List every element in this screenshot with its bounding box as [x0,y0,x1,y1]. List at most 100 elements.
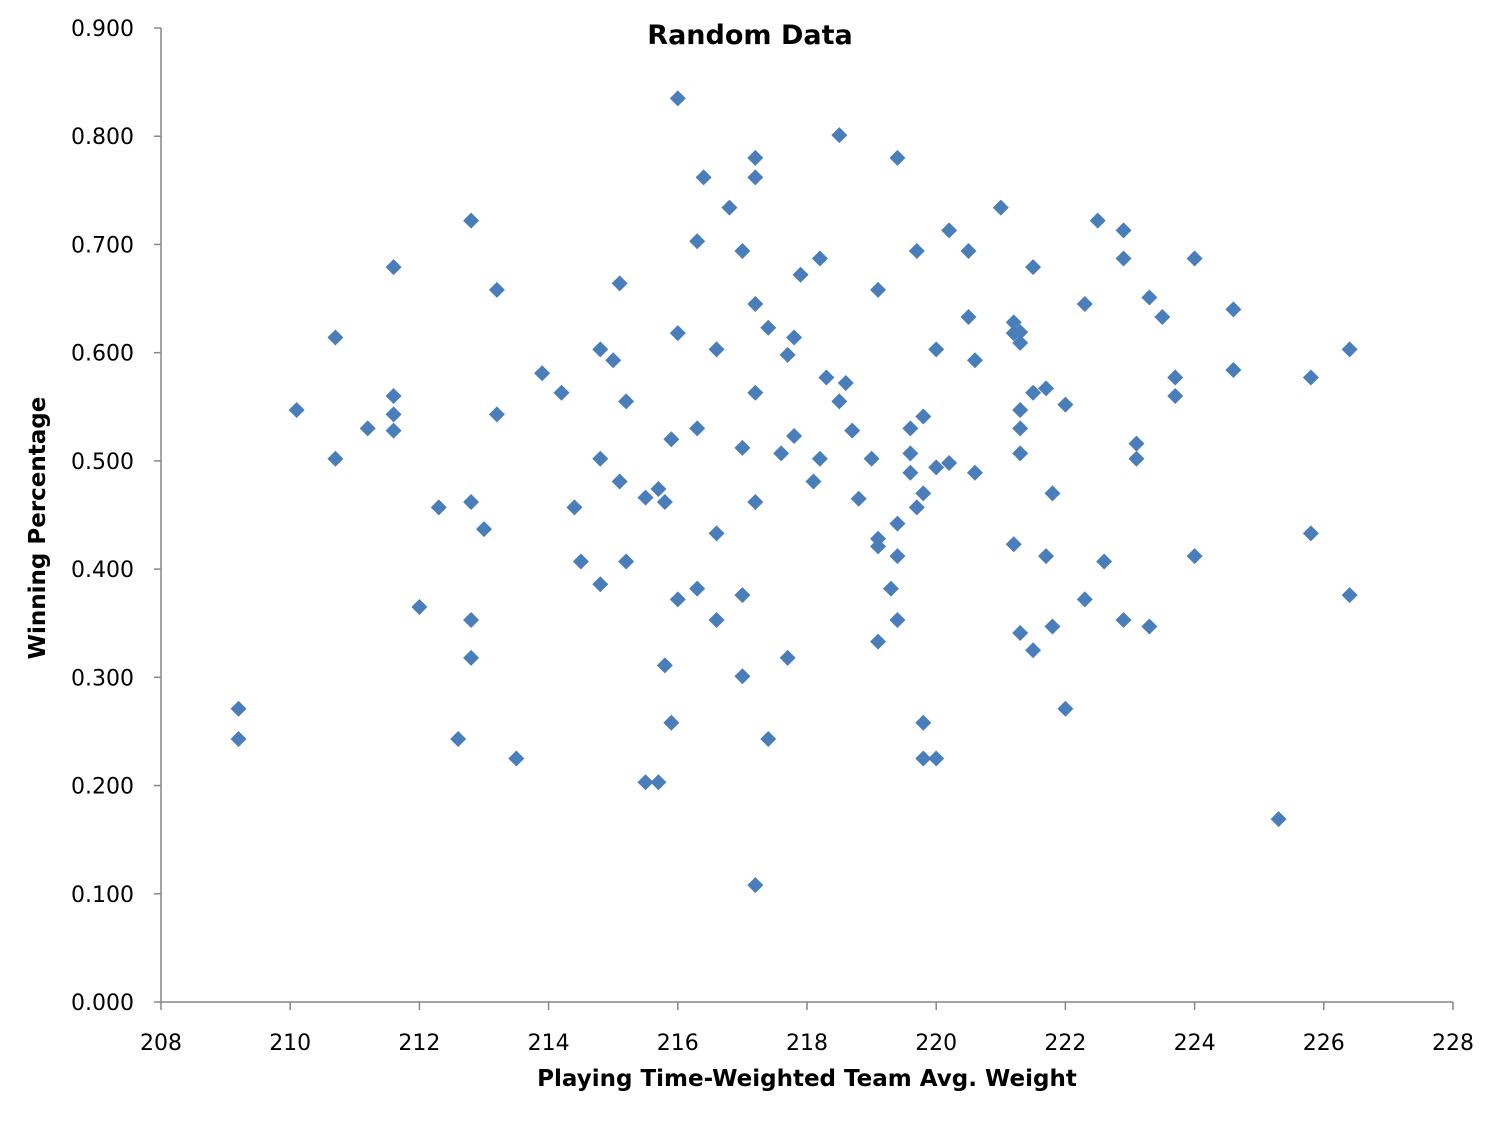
data-point-marker [1044,485,1061,502]
data-point-marker [663,431,680,448]
y-tick-label: 0.100 [71,883,134,908]
x-tick-label: 216 [657,1031,699,1056]
data-point-marker [915,750,932,767]
data-point-marker [1025,642,1042,659]
data-point-marker [430,499,447,516]
y-tick-label: 0.200 [71,775,134,800]
data-point-marker [1012,334,1029,351]
x-tick-label: 226 [1303,1031,1345,1056]
data-point-marker [689,233,706,250]
data-point-marker [230,731,247,748]
data-point-marker [1012,324,1029,341]
data-point-marker [695,169,712,186]
data-point-marker [928,750,945,767]
data-point-marker [889,548,906,565]
data-point-marker [1167,387,1184,404]
data-point-marker [385,406,402,423]
data-point-marker [327,329,344,346]
data-point-marker [476,521,492,538]
data-point-marker [1128,435,1145,452]
data-point-marker [902,445,919,462]
data-point-marker [915,408,932,425]
data-point-marker [908,242,925,259]
data-point-marker [747,169,764,186]
data-point-marker [747,877,764,894]
data-point-marker [902,464,919,481]
data-point-marker [1012,445,1029,462]
data-point-marker [889,149,906,166]
data-point-marker [1186,548,1203,565]
data-point-marker [786,329,803,346]
data-point-marker [637,489,654,506]
data-point-marker [566,499,583,516]
data-point-marker [779,346,796,363]
x-tick-label: 210 [269,1031,311,1056]
data-point-marker [1341,341,1358,358]
y-tick-label: 0.900 [71,17,134,42]
data-point-marker [463,649,480,666]
y-axis-label: Winning Percentage [25,396,51,660]
data-point-marker [1076,591,1093,608]
data-point-marker [385,422,402,439]
y-tick-label: 0.000 [71,991,134,1016]
data-point-marker [734,242,751,259]
data-point-marker [941,455,958,472]
data-point-marker [941,222,958,239]
data-point-marker [1270,811,1287,828]
axes: 0.000 0.100 0.200 0.300 0.400 0.500 0.600 0.700… [71,17,1474,1056]
data-point-marker [1141,289,1158,306]
data-point-marker [1012,624,1029,641]
data-point-marker [592,341,609,358]
data-point-marker [915,485,932,502]
y-tick-label: 0.300 [71,666,134,691]
data-point-marker [359,420,376,437]
data-point-marker [760,731,777,748]
data-point-marker [1012,402,1029,419]
data-points [230,90,1358,894]
data-point-marker [656,657,673,674]
data-point-marker [669,591,686,608]
data-point-marker [488,406,505,423]
data-point-marker [870,633,887,650]
data-point-marker [1302,525,1319,542]
data-point-marker [1115,250,1132,267]
x-tick-label: 222 [1044,1031,1086,1056]
data-point-marker [385,387,402,404]
data-point-marker [669,90,686,107]
data-point-marker [779,649,796,666]
data-point-marker [592,576,609,593]
data-point-marker [805,473,822,490]
data-point-marker [966,464,983,481]
data-point-marker [1025,259,1042,276]
x-axis-label: Playing Time-Weighted Team Avg. Weight [537,1066,1077,1092]
x-tick-label: 208 [140,1031,182,1056]
data-point-marker [811,250,828,267]
data-point-marker [411,598,428,615]
chart-title: Random Data [647,20,853,51]
data-point-marker [1225,361,1242,378]
x-tick-label: 228 [1432,1031,1474,1056]
data-point-marker [818,369,835,386]
data-point-marker [960,242,977,259]
x-tick-label: 224 [1174,1031,1216,1056]
data-point-marker [747,494,764,511]
data-point-marker [1038,380,1055,397]
y-tick-label: 0.600 [71,342,134,367]
data-point-marker [1005,314,1022,331]
data-point-marker [708,525,725,542]
data-point-marker [721,199,738,216]
data-point-marker [1096,553,1113,570]
data-point-marker [863,450,880,467]
data-point-marker [327,450,344,467]
data-point-marker [786,427,803,444]
y-tick-label: 0.500 [71,450,134,475]
data-point-marker [1186,250,1203,267]
data-point-marker [870,281,887,298]
data-point-marker [915,714,932,731]
data-point-marker [734,587,751,604]
data-point-marker [488,281,505,298]
data-point-marker [760,319,777,336]
data-point-marker [534,365,551,382]
data-point-marker [1038,548,1055,565]
